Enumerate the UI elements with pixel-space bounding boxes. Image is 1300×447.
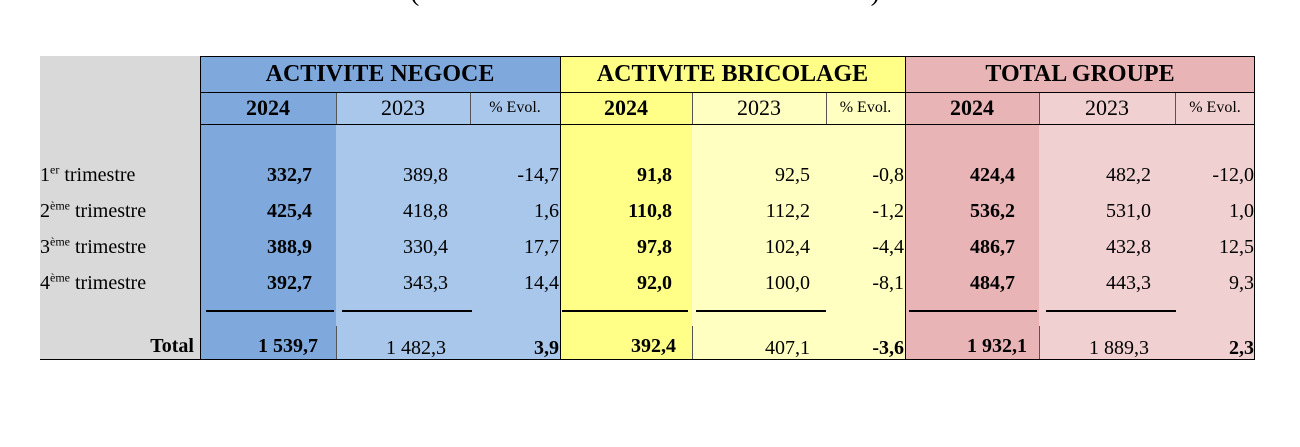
- grid-line: [336, 92, 337, 124]
- bricolage-prev-bg: [692, 92, 905, 360]
- subtotal-underline: [909, 310, 1037, 312]
- bricolage-2024-value: 110,8: [628, 200, 672, 222]
- groupe-total-2023: 1 889,3: [1089, 337, 1149, 359]
- groupe-prev-bg: [1039, 92, 1255, 360]
- bricolage-evol-value: -0,8: [872, 164, 904, 186]
- grid-line: [200, 56, 201, 360]
- grid-line: [200, 92, 1255, 93]
- negoce-evol-value: 14,4: [524, 272, 559, 294]
- groupe-total-2024: 1 932,1: [967, 335, 1027, 357]
- groupe-2024-value: 484,7: [970, 272, 1015, 294]
- bricolage-year-current: 2024: [604, 95, 648, 120]
- bricolage-current-bg: [560, 92, 692, 360]
- grid-line: [1039, 326, 1040, 360]
- grid-line: [692, 92, 693, 124]
- grid-line: [470, 92, 471, 124]
- negoce-year-current: 2024: [246, 95, 290, 120]
- groupe-evol-header: % Evol.: [1189, 99, 1241, 116]
- cropped-title: ( ): [410, 0, 880, 6]
- grid-line: [1175, 92, 1176, 124]
- subtotal-underline: [342, 310, 472, 312]
- row-label: 4ème trimestre: [40, 270, 147, 294]
- quarterly-revenue-table: ACTIVITE NEGOCE ACTIVITE BRICOLAGE TOTAL…: [40, 56, 1255, 360]
- groupe-total-evol: 2,3: [1229, 337, 1254, 359]
- negoce-evol-value: -14,7: [517, 164, 559, 186]
- bricolage-evol-value: -4,4: [872, 236, 904, 258]
- groupe-2023-value: 443,3: [1106, 272, 1151, 294]
- bricolage-2023-value: 92,5: [775, 164, 810, 186]
- negoce-total-2023: 1 482,3: [386, 337, 446, 359]
- subtotal-underline: [1046, 310, 1176, 312]
- grid-line: [692, 326, 693, 360]
- groupe-evol-value: 9,3: [1229, 272, 1254, 294]
- bricolage-total-2024: 392,4: [631, 335, 676, 357]
- bricolage-total-evol: -3,6: [872, 337, 904, 359]
- bricolage-evol-header: % Evol.: [839, 99, 892, 116]
- subtotal-underline: [206, 310, 334, 312]
- grid-line: [1254, 56, 1255, 360]
- negoce-2024-value: 388,9: [267, 236, 312, 258]
- row-label: 2ème trimestre: [40, 198, 147, 222]
- groupe-title: TOTAL GROUPE: [985, 61, 1175, 87]
- groupe-2024-value: 536,2: [970, 200, 1015, 222]
- negoce-year-previous: 2023: [381, 95, 425, 120]
- groupe-current-bg: [905, 92, 1039, 360]
- negoce-evol-value: 1,6: [534, 200, 559, 222]
- bricolage-year-previous: 2023: [737, 95, 781, 120]
- negoce-total-2024: 1 539,7: [258, 335, 318, 357]
- groupe-evol-value: 12,5: [1219, 236, 1254, 258]
- grid-line: [200, 124, 1255, 125]
- row-label: 1er trimestre: [40, 162, 136, 186]
- bricolage-evol-value: -1,2: [872, 200, 904, 222]
- title-close-paren: ): [871, 0, 880, 6]
- negoce-title-bg: [200, 56, 560, 92]
- negoce-2023-value: 330,4: [403, 236, 448, 258]
- grid-line: [1039, 92, 1040, 124]
- bricolage-total-2023: 407,1: [765, 337, 810, 359]
- negoce-title: ACTIVITE NEGOCE: [265, 61, 495, 87]
- groupe-evol-value: -12,0: [1212, 164, 1254, 186]
- row-label: 3ème trimestre: [40, 234, 147, 258]
- negoce-evol-value: 17,7: [524, 236, 559, 258]
- groupe-2024-value: 424,4: [970, 164, 1015, 186]
- negoce-current-bg: [200, 92, 336, 360]
- grid-line: [905, 56, 906, 360]
- groupe-year-previous: 2023: [1085, 95, 1129, 120]
- label-column-bg: [40, 56, 200, 360]
- bricolage-2023-value: 100,0: [765, 272, 810, 294]
- negoce-2023-value: 389,8: [403, 164, 448, 186]
- negoce-2024-value: 332,7: [267, 164, 312, 186]
- negoce-prev-bg: [336, 92, 560, 360]
- total-label: Total: [150, 335, 194, 357]
- groupe-2023-value: 531,0: [1106, 200, 1151, 222]
- negoce-total-evol: 3,9: [534, 337, 559, 359]
- bricolage-title: ACTIVITE BRICOLAGE: [596, 61, 869, 87]
- grid-line: [826, 92, 827, 124]
- groupe-title-bg: [905, 56, 1255, 92]
- negoce-2023-value: 418,8: [403, 200, 448, 222]
- negoce-2024-value: 392,7: [267, 272, 312, 294]
- subtotal-underline: [562, 310, 688, 312]
- bricolage-title-bg: [560, 56, 905, 92]
- bricolage-2024-value: 92,0: [637, 272, 672, 294]
- grid-line: [560, 56, 561, 360]
- bricolage-2023-value: 112,2: [765, 200, 810, 222]
- bricolage-2024-value: 97,8: [637, 236, 672, 258]
- negoce-2023-value: 343,3: [403, 272, 448, 294]
- groupe-2023-value: 482,2: [1106, 164, 1151, 186]
- groupe-year-current: 2024: [950, 95, 994, 120]
- bricolage-2023-value: 102,4: [765, 236, 810, 258]
- bricolage-evol-value: -8,1: [872, 272, 904, 294]
- groupe-2024-value: 486,7: [970, 236, 1015, 258]
- negoce-evol-header: % Evol.: [489, 99, 541, 116]
- grid-line: [40, 359, 1255, 360]
- groupe-2023-value: 432,8: [1106, 236, 1151, 258]
- grid-line: [336, 326, 337, 360]
- bricolage-2024-value: 91,8: [637, 164, 672, 186]
- subtotal-underline: [696, 310, 826, 312]
- title-open-paren: (: [410, 0, 419, 6]
- groupe-evol-value: 1,0: [1229, 200, 1254, 222]
- negoce-2024-value: 425,4: [267, 200, 312, 222]
- grid-line: [200, 56, 1255, 57]
